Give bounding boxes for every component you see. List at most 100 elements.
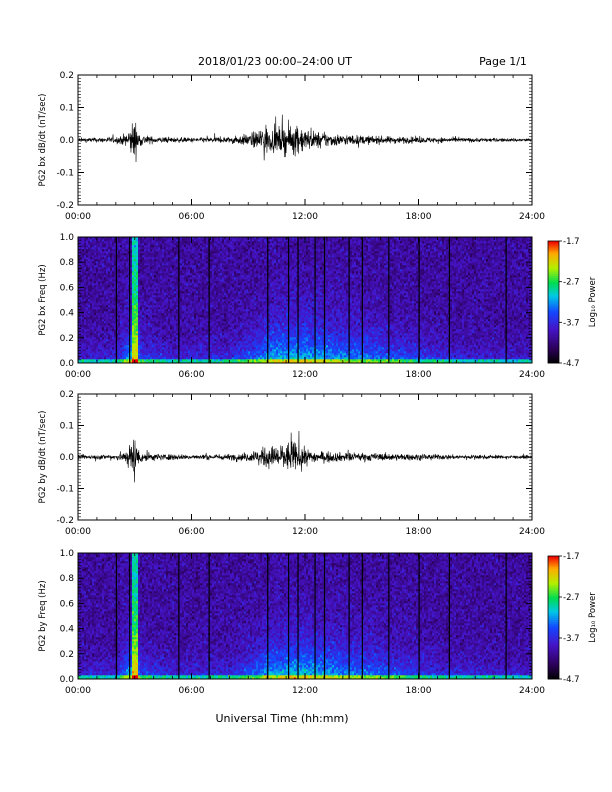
spectrogram-cell xyxy=(134,241,136,243)
spectrogram-cell xyxy=(98,269,100,271)
spectrogram-cell xyxy=(212,241,214,243)
spectrogram-cell xyxy=(182,309,184,311)
spectrogram-cell xyxy=(200,327,202,329)
spectrogram-cell xyxy=(136,323,138,325)
spectrogram-cell xyxy=(92,357,94,359)
spectrogram-cell xyxy=(92,255,94,257)
spectrogram-cell xyxy=(198,241,200,243)
spectrogram-cell xyxy=(118,335,120,337)
spectrogram-cell xyxy=(92,319,94,321)
spectrogram-cell xyxy=(160,277,162,279)
spectrogram-cell xyxy=(214,261,216,263)
spectrogram-cell xyxy=(186,255,188,257)
spectrogram-cell xyxy=(84,239,86,241)
spectrogram-cell xyxy=(152,307,154,309)
spectrogram-cell xyxy=(142,347,144,349)
spectrogram-cell xyxy=(226,313,228,315)
spectrogram-cell xyxy=(82,273,84,275)
spectrogram-cell xyxy=(218,265,220,267)
spectrogram-cell xyxy=(206,337,208,339)
spectrogram-cell xyxy=(118,285,120,287)
spectrogram-cell xyxy=(130,345,132,347)
spectrogram-cell xyxy=(214,275,216,277)
spectrogram-cell xyxy=(110,241,112,243)
spectrogram-cell xyxy=(184,273,186,275)
spectrogram-cell xyxy=(164,303,166,305)
spectrogram-cell xyxy=(102,247,104,249)
spectrogram-cell xyxy=(172,299,174,301)
spectrogram-cell xyxy=(100,273,102,275)
spectrogram-cell xyxy=(142,273,144,275)
spectrogram-cell xyxy=(196,241,198,243)
spectrogram-cell xyxy=(132,339,134,341)
spectrogram-cell xyxy=(210,243,212,245)
spectrogram-cell xyxy=(194,285,196,287)
spectrogram-cell xyxy=(102,253,104,255)
spectrogram-cell xyxy=(150,335,152,337)
spectrogram-cell xyxy=(122,271,124,273)
spectrogram-cell xyxy=(140,347,142,349)
spectrogram-cell xyxy=(186,261,188,263)
spectrogram-cell xyxy=(154,325,156,327)
spectrogram-cell xyxy=(182,317,184,319)
spectrogram-cell xyxy=(120,265,122,267)
spectrogram-cell xyxy=(198,251,200,253)
spectrogram-cell xyxy=(194,265,196,267)
spectrogram-cell xyxy=(108,271,110,273)
spectrogram-cell xyxy=(156,261,158,263)
spectrogram-cell xyxy=(126,293,128,295)
spectrogram-cell xyxy=(180,347,182,349)
spectrogram-cell xyxy=(212,301,214,303)
spectrogram-cell xyxy=(214,353,216,355)
spectrogram-cell xyxy=(138,243,140,245)
spectrogram-cell xyxy=(190,355,192,357)
spectrogram-cell xyxy=(82,263,84,265)
spectrogram-cell xyxy=(86,263,88,265)
spectrogram-cell xyxy=(138,277,140,279)
spectrogram-cell xyxy=(216,263,218,265)
spectrogram-cell xyxy=(162,323,164,325)
spectrogram-cell xyxy=(170,241,172,243)
spectrogram-cell xyxy=(96,311,98,313)
spectrogram-cell xyxy=(222,337,224,339)
spectrogram-cell xyxy=(200,323,202,325)
spectrogram-cell xyxy=(152,293,154,295)
spectrogram-cell xyxy=(220,349,222,351)
spectrogram-cell xyxy=(148,271,150,273)
spectrogram-cell xyxy=(188,301,190,303)
spectrogram-cell xyxy=(186,267,188,269)
spectrogram-cell xyxy=(158,297,160,299)
spectrogram-cell xyxy=(130,353,132,355)
spectrogram-cell xyxy=(186,321,188,323)
spectrogram-cell xyxy=(184,357,186,359)
spectrogram-cell xyxy=(222,261,224,263)
spectrogram-cell xyxy=(196,307,198,309)
spectrogram-cell xyxy=(200,353,202,355)
spectrogram-cell xyxy=(228,315,230,317)
spectrogram-cell xyxy=(220,295,222,297)
spectrogram-cell xyxy=(84,329,86,331)
spectrogram-cell xyxy=(92,317,94,319)
spectrogram-cell xyxy=(96,285,98,287)
spectrogram-cell xyxy=(144,253,146,255)
spectrogram-cell xyxy=(118,319,120,321)
spectrogram-cell xyxy=(102,343,104,345)
spectrogram-cell xyxy=(126,301,128,303)
spectrogram-cell xyxy=(82,283,84,285)
spectrogram-cell xyxy=(218,257,220,259)
spectrogram-cell xyxy=(196,353,198,355)
spectrogram-cell xyxy=(98,275,100,277)
spectrogram-cell xyxy=(210,319,212,321)
spectrogram-cell xyxy=(188,305,190,307)
spectrogram-cell xyxy=(200,339,202,341)
spectrogram-cell xyxy=(196,283,198,285)
spectrogram-cell xyxy=(106,265,108,267)
spectrogram-cell xyxy=(120,289,122,291)
spectrogram-cell xyxy=(154,305,156,307)
spectrogram-cell xyxy=(160,249,162,251)
spectrogram-cell xyxy=(202,359,204,361)
spectrogram-cell xyxy=(172,313,174,315)
spectrogram-cell xyxy=(222,311,224,313)
spectrogram-cell xyxy=(130,275,132,277)
spectrogram-cell xyxy=(198,351,200,353)
